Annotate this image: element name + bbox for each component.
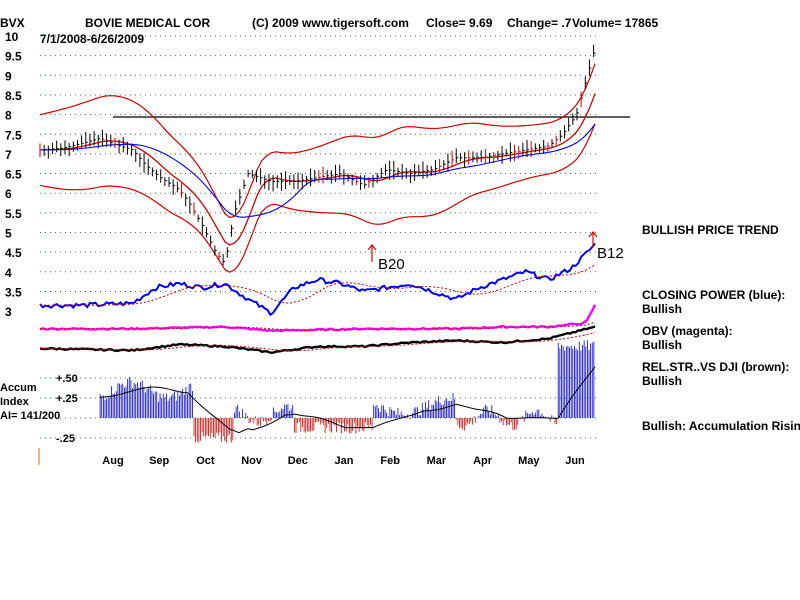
volume-value: Volume= 17865	[572, 16, 658, 30]
accum-ma-line	[100, 366, 596, 434]
x-axis-ticks: Aug Sep Oct Nov Dec Jan Feb Mar Apr May Jun	[102, 455, 585, 467]
y-tick-label: 8.5	[5, 89, 22, 103]
signal-b20: B20	[367, 244, 405, 273]
signal-b12: B12	[588, 231, 624, 262]
y-tick-label: 4	[5, 266, 12, 280]
price-bars	[39, 44, 596, 266]
closing-power-status: Bullish	[642, 302, 682, 316]
copyright-text: (C) 2009 www.tigersoft.com	[252, 16, 409, 30]
bullish-trend-label: BULLISH PRICE TREND	[642, 223, 779, 237]
upper-band	[39, 63, 596, 219]
company-name: BOVIE MEDICAL COR	[85, 16, 210, 30]
closing-power-line-ma	[40, 264, 596, 306]
y-tick-label: 7.5	[5, 128, 22, 142]
obv-status: Bullish	[642, 338, 682, 352]
signal-b20-label: B20	[378, 256, 405, 273]
indicator-series	[39, 242, 597, 354]
accum-tick-label: -.25	[56, 433, 75, 445]
x-tick-label: Nov	[241, 455, 263, 467]
accum-tick-label: +.25	[56, 393, 78, 405]
arrow-up-icon	[588, 231, 598, 247]
accum-status: Bullish: Accumulation Rising	[642, 419, 800, 433]
accum-tick-label: +.50	[56, 373, 78, 385]
accum-ticks: +.50 +.25 -.25	[56, 373, 78, 445]
y-axis-ticks: 10 9.5 9 8.5 8 7.5 7 6.5 6 5.5 5 4.5 4 3.5 3	[5, 30, 22, 319]
y-tick-label: 6	[5, 187, 12, 201]
signal-b12-label: B12	[597, 245, 624, 262]
closing-power-label: CLOSING POWER (blue):	[642, 288, 785, 302]
y-tick-label: 3.5	[5, 285, 22, 299]
obv-line-ma	[40, 321, 596, 331]
x-tick-label: Aug	[102, 455, 123, 467]
y-tick-label: 10	[5, 30, 19, 44]
index-title: Index	[0, 396, 30, 408]
y-tick-label: 4.5	[5, 246, 22, 260]
relstr-label: REL.STR..VS DJI (brown):	[642, 360, 789, 374]
closing-power-line	[39, 242, 596, 317]
x-tick-label: Dec	[288, 455, 308, 467]
y-tick-label: 5	[5, 227, 12, 241]
x-tick-label: Mar	[427, 455, 447, 467]
relstr-line-ma	[39, 332, 596, 352]
lower-band	[39, 123, 596, 273]
x-tick-label: Oct	[196, 455, 215, 467]
bollinger-bands	[39, 63, 596, 273]
x-tick-label: Feb	[380, 455, 400, 467]
y-tick-label: 8	[5, 109, 12, 123]
x-tick-label: Jan	[335, 455, 354, 467]
arrow-up-icon	[367, 244, 377, 262]
change-value: Change= .7	[507, 16, 572, 30]
y-tick-label: 9.5	[5, 50, 22, 64]
y-tick-label: 5.5	[5, 207, 22, 221]
obv-line	[39, 304, 597, 333]
ai-value: AI= 141/200	[0, 410, 60, 422]
obv-label: OBV (magenta):	[642, 324, 733, 338]
y-tick-label: 6.5	[5, 168, 22, 182]
ticker-label: BVX	[0, 16, 25, 30]
y-tick-label: 7	[5, 148, 12, 162]
accumulation-index	[99, 340, 596, 443]
y-tick-label: 3	[5, 305, 12, 319]
x-tick-label: Sep	[149, 455, 169, 467]
relstr-status: Bullish	[642, 374, 682, 388]
short-ma	[39, 93, 596, 246]
x-tick-label: May	[518, 455, 540, 467]
y-tick-label: 9	[5, 69, 12, 83]
x-tick-label: Apr	[473, 455, 493, 467]
accum-title: Accum	[0, 382, 37, 394]
date-range: 7/1/2008-6/26/2009	[40, 32, 144, 46]
close-value: Close= 9.69	[426, 16, 493, 30]
x-tick-label: Jun	[565, 455, 585, 467]
gridlines	[40, 35, 600, 439]
